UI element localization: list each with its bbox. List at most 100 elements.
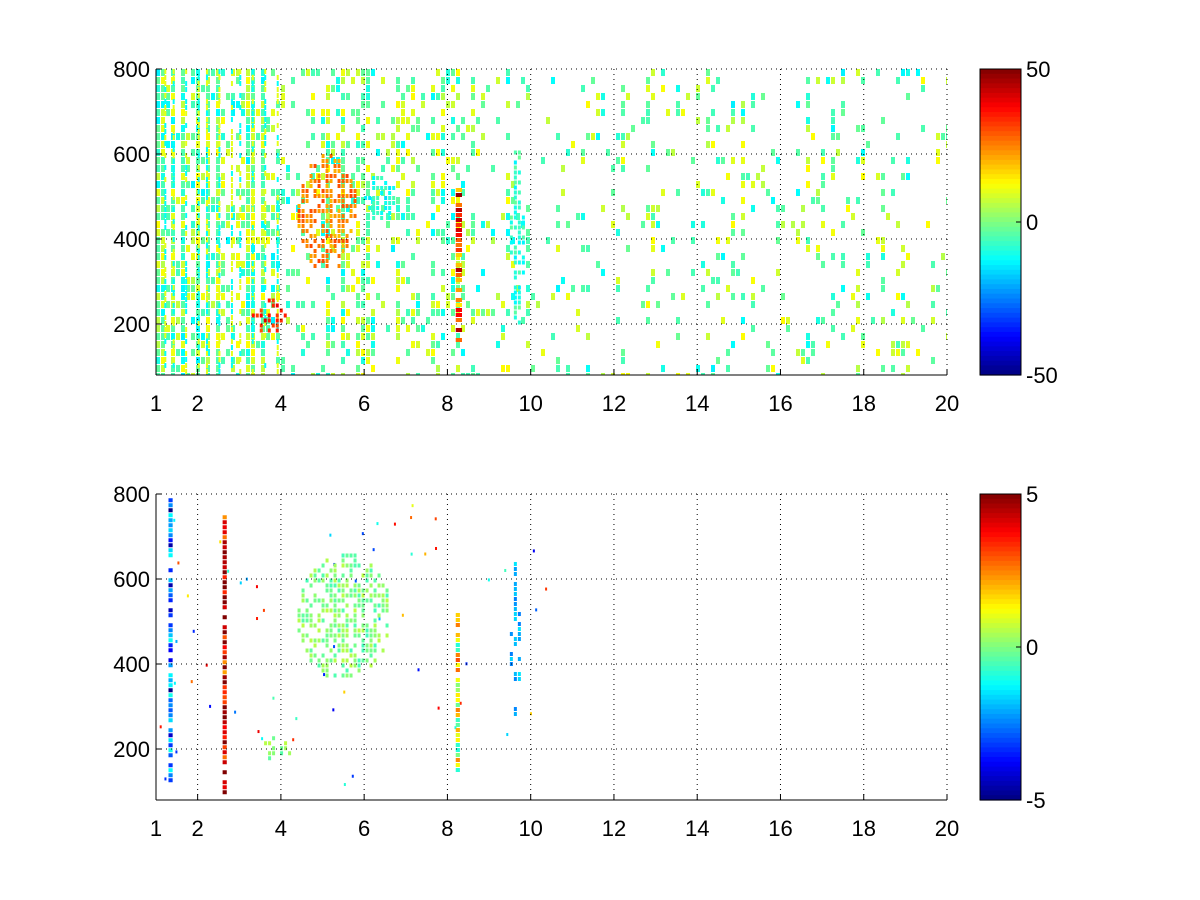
heatmap-cell [239,357,242,362]
heatmap-cell [241,189,245,196]
heatmap-cell [513,602,517,606]
heatmap-cell [222,785,227,790]
heatmap-cell [276,111,279,116]
heatmap-cell [373,578,377,583]
heatmap-cell [181,149,185,156]
heatmap-cell [831,293,835,300]
heatmap-cell [181,357,185,364]
heatmap-cell [766,365,770,372]
heatmap-cell [168,523,173,528]
heatmap-cell [164,195,167,200]
heatmap-cell [185,291,188,296]
heatmap-cell [309,573,313,578]
heatmap-cell [391,141,395,148]
heatmap-cell [181,245,185,252]
heatmap-cell [513,260,517,265]
heatmap-cell [186,245,190,252]
colorbar-segment [980,713,1021,720]
heatmap-cell [349,563,353,568]
heatmap-cell [751,101,755,108]
heatmap-cell [406,309,410,316]
heatmap-cell [317,174,321,178]
heatmap-cell [309,254,313,258]
heatmap-cell [164,75,167,80]
heatmap-cell [218,243,221,248]
heatmap-cell [230,357,233,362]
heatmap-cell [513,215,517,220]
heatmap-cell [455,668,460,672]
heatmap-cell [831,125,835,132]
heatmap-cell [286,165,290,172]
heatmap-cell [301,69,305,76]
heatmap-cell [337,648,341,653]
heatmap-cell [197,201,200,206]
heatmap-cell [431,301,435,308]
heatmap-cell [651,245,655,252]
heatmap-cell [325,204,329,208]
heatmap-cell [186,285,190,292]
heatmap-cell [181,229,185,236]
heatmap-cell [221,133,225,140]
heatmap-cell [325,643,329,648]
heatmap-cell [786,325,790,332]
heatmap-cell [341,573,345,578]
heatmap-cell [246,237,250,244]
heatmap-cell [341,588,345,593]
x-tick-label: 6 [358,816,370,841]
heatmap-cell [181,85,185,92]
heatmap-cell [176,365,180,372]
heatmap-cell [513,195,517,200]
heatmap-cell [341,333,345,340]
heatmap-cell [461,181,465,188]
heatmap-cell [353,603,357,608]
heatmap-cell [341,269,345,276]
heatmap-cell [441,109,445,116]
heatmap-cell [461,133,465,140]
heatmap-cell [306,141,310,148]
colorbar-segment [980,155,1021,161]
heatmap-cell [306,253,310,260]
heatmap-cell [856,157,860,164]
heatmap-cell [321,365,325,372]
heatmap-cell [581,157,585,164]
heatmap-cell [172,303,175,308]
heatmap-cell [168,638,173,643]
heatmap-cell [441,133,445,140]
heatmap-cell [251,293,255,300]
heatmap-cell [436,301,440,308]
heatmap-cell [521,317,525,324]
heatmap-cell [201,357,205,364]
heatmap-cell [321,668,325,673]
heatmap-cell [876,349,880,356]
heatmap-cell [218,267,221,272]
heatmap-cell [333,673,337,678]
heatmap-cell [451,253,455,260]
heatmap-cell [264,741,268,746]
heatmap-cell [356,189,360,196]
heatmap-cell [916,69,920,76]
heatmap-cell [206,269,210,276]
heatmap-cell [856,285,860,292]
heatmap-cell [946,309,947,316]
heatmap-cell [172,93,175,98]
heatmap-cell [297,219,301,223]
heatmap-cell [876,69,880,76]
heatmap-cell [185,81,188,86]
heatmap-cell [156,277,160,284]
heatmap-cell [476,285,480,292]
heatmap-cell [626,213,630,220]
heatmap-cell [346,285,350,292]
heatmap-cell [455,663,460,667]
heatmap-cell [526,237,530,244]
heatmap-cell [164,99,167,104]
heatmap-cell [455,228,462,232]
heatmap-cell [161,141,165,148]
heatmap-cell [431,229,435,236]
heatmap-cell [206,365,210,372]
heatmap-cell [513,712,517,716]
heatmap-cell [166,285,170,292]
heatmap-cell [197,117,200,122]
heatmap-cell [513,295,517,300]
heatmap-cell [201,189,205,196]
heatmap-cell [349,673,353,678]
